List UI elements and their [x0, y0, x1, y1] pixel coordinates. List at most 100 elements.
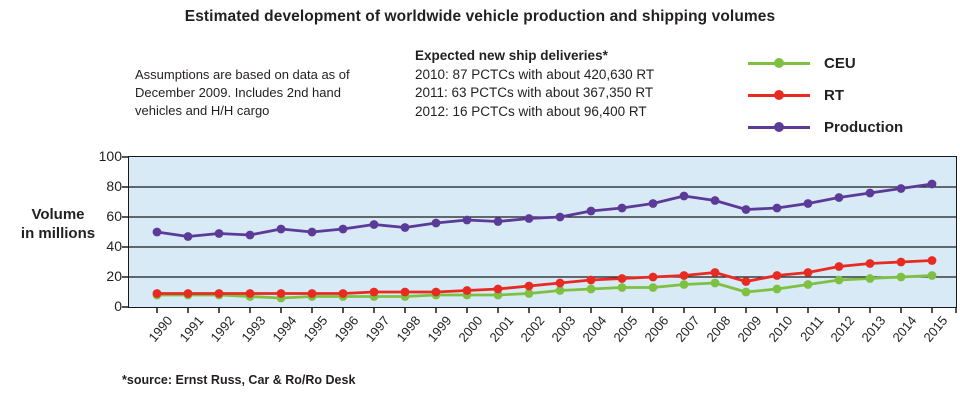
data-point-production-2006: [648, 199, 658, 208]
y-tick-label-60: 60: [106, 208, 122, 224]
data-point-production-1993: [245, 230, 255, 240]
x-tick-label-2007: 2007: [672, 313, 703, 345]
data-point-production-1995: [307, 227, 317, 237]
data-point-production-2014: [896, 184, 906, 193]
data-point-rt-2012: [834, 262, 844, 271]
x-tick-label-1995: 1995: [300, 313, 331, 345]
data-point-rt-1991: [183, 289, 193, 298]
data-point-production-2008: [710, 196, 720, 205]
data-point-rt-2007: [679, 271, 689, 280]
data-point-rt-1994: [276, 289, 286, 298]
data-point-production-1991: [183, 232, 193, 241]
data-point-ceu-2011: [803, 280, 813, 289]
data-point-production-1996: [338, 224, 348, 234]
data-point-production-1994: [276, 224, 286, 234]
assumptions-line-2: December 2009. Includes 2nd hand: [135, 85, 341, 100]
x-tick-label-1996: 1996: [331, 313, 362, 345]
legend-line-icon: [748, 122, 810, 132]
y-axis-title-line-2: in millions: [20, 225, 96, 242]
data-point-production-1992: [214, 229, 224, 238]
data-point-production-2002: [524, 214, 534, 223]
y-axis-tick-labels: 0 20 40 60 80 100: [78, 148, 122, 314]
data-point-rt-2013: [865, 259, 875, 268]
data-point-rt-2005: [617, 274, 627, 283]
data-point-rt-1993: [245, 289, 255, 298]
data-point-rt-2008: [710, 268, 720, 277]
legend-label-production: Production: [824, 118, 904, 136]
x-tick-label-2014: 2014: [889, 313, 920, 345]
data-point-ceu-2008: [710, 278, 720, 288]
data-point-production-2003: [555, 212, 565, 222]
data-point-ceu-2007: [679, 280, 689, 289]
data-point-ceu-2002: [524, 289, 534, 298]
data-point-production-1997: [369, 220, 379, 229]
data-point-production-1999: [431, 218, 441, 228]
y-tick-label-20: 20: [106, 268, 122, 284]
x-tick-label-2015: 2015: [920, 313, 951, 345]
data-point-rt-2009: [741, 277, 751, 286]
data-point-production-1998: [400, 223, 410, 232]
ship-deliveries-line-2012: 2012: 16 PCTCs with about 96,400 RT: [415, 103, 647, 119]
data-point-production-2001: [493, 217, 503, 226]
chart-legend: CEU RT Production: [748, 47, 903, 143]
data-point-rt-2001: [493, 284, 503, 294]
series-line-rt: [157, 259, 933, 295]
ship-deliveries-note: Expected new ship deliveries* 2010: 87 P…: [415, 47, 745, 121]
y-tick-label-0: 0: [114, 298, 122, 314]
data-point-rt-2006: [648, 272, 658, 282]
data-point-rt-2000: [462, 286, 472, 295]
data-point-production-2007: [679, 191, 689, 201]
data-point-production-2004: [586, 206, 596, 216]
data-point-production-2015: [927, 179, 937, 189]
assumptions-line-3: vehicles and H/H cargo: [135, 103, 270, 118]
legend-label-rt: RT: [824, 86, 844, 104]
legend-row-ceu: CEU: [748, 47, 903, 79]
x-tick-label-2013: 2013: [858, 313, 889, 345]
data-point-rt-1999: [431, 287, 441, 297]
data-point-rt-2003: [555, 278, 565, 288]
y-tick-label-40: 40: [106, 238, 122, 254]
legend-marker-dot-icon: [774, 58, 784, 68]
x-tick-label-2005: 2005: [610, 313, 641, 345]
data-point-ceu-2006: [648, 283, 658, 292]
ship-deliveries-heading: Expected new ship deliveries*: [415, 48, 608, 63]
data-point-ceu-2015: [927, 271, 937, 280]
x-tick-label-1999: 1999: [424, 313, 455, 345]
assumptions-note: Assumptions are based on data as of Dece…: [135, 66, 435, 120]
data-point-ceu-2005: [617, 283, 627, 292]
x-tick-label-2006: 2006: [641, 313, 672, 345]
data-point-rt-1990: [152, 289, 162, 298]
assumptions-line-1: Assumptions are based on data as of: [135, 67, 350, 82]
data-point-ceu-2010: [772, 284, 782, 294]
x-tick-label-2011: 2011: [797, 313, 827, 345]
data-point-production-2010: [772, 203, 782, 213]
x-tick-label-2004: 2004: [579, 313, 610, 345]
data-point-ceu-2013: [865, 274, 875, 283]
x-tick-label-1993: 1993: [238, 313, 269, 345]
data-point-rt-1998: [400, 287, 410, 297]
chart-title: Estimated development of worldwide vehic…: [184, 8, 776, 25]
legend-label-ceu: CEU: [824, 54, 856, 72]
data-point-rt-1995: [307, 289, 317, 298]
y-axis-title-line-1: Volume: [31, 206, 85, 223]
data-point-rt-2010: [772, 271, 782, 280]
data-point-production-2009: [741, 205, 751, 214]
x-tick-label-2003: 2003: [548, 313, 579, 345]
x-tick-label-2010: 2010: [765, 313, 796, 345]
plot-area: [122, 156, 957, 313]
data-point-production-2000: [462, 215, 472, 225]
data-point-ceu-2003: [555, 286, 565, 295]
legend-row-production: Production: [748, 111, 903, 143]
y-tick-label-100: 100: [98, 148, 122, 164]
x-tick-label-2008: 2008: [703, 313, 734, 345]
legend-line-icon: [748, 58, 810, 68]
x-tick-label-1994: 1994: [269, 313, 300, 345]
data-point-production-2005: [617, 203, 627, 213]
data-point-ceu-2009: [741, 287, 751, 297]
source-note: *source: Ernst Russ, Car & Ro/Ro Desk: [122, 373, 356, 387]
x-tick-label-1998: 1998: [393, 313, 424, 345]
data-point-ceu-2004: [586, 284, 596, 294]
legend-row-rt: RT: [748, 79, 903, 111]
x-tick-label-1992: 1992: [207, 313, 238, 345]
x-tick-label-2000: 2000: [455, 313, 486, 345]
